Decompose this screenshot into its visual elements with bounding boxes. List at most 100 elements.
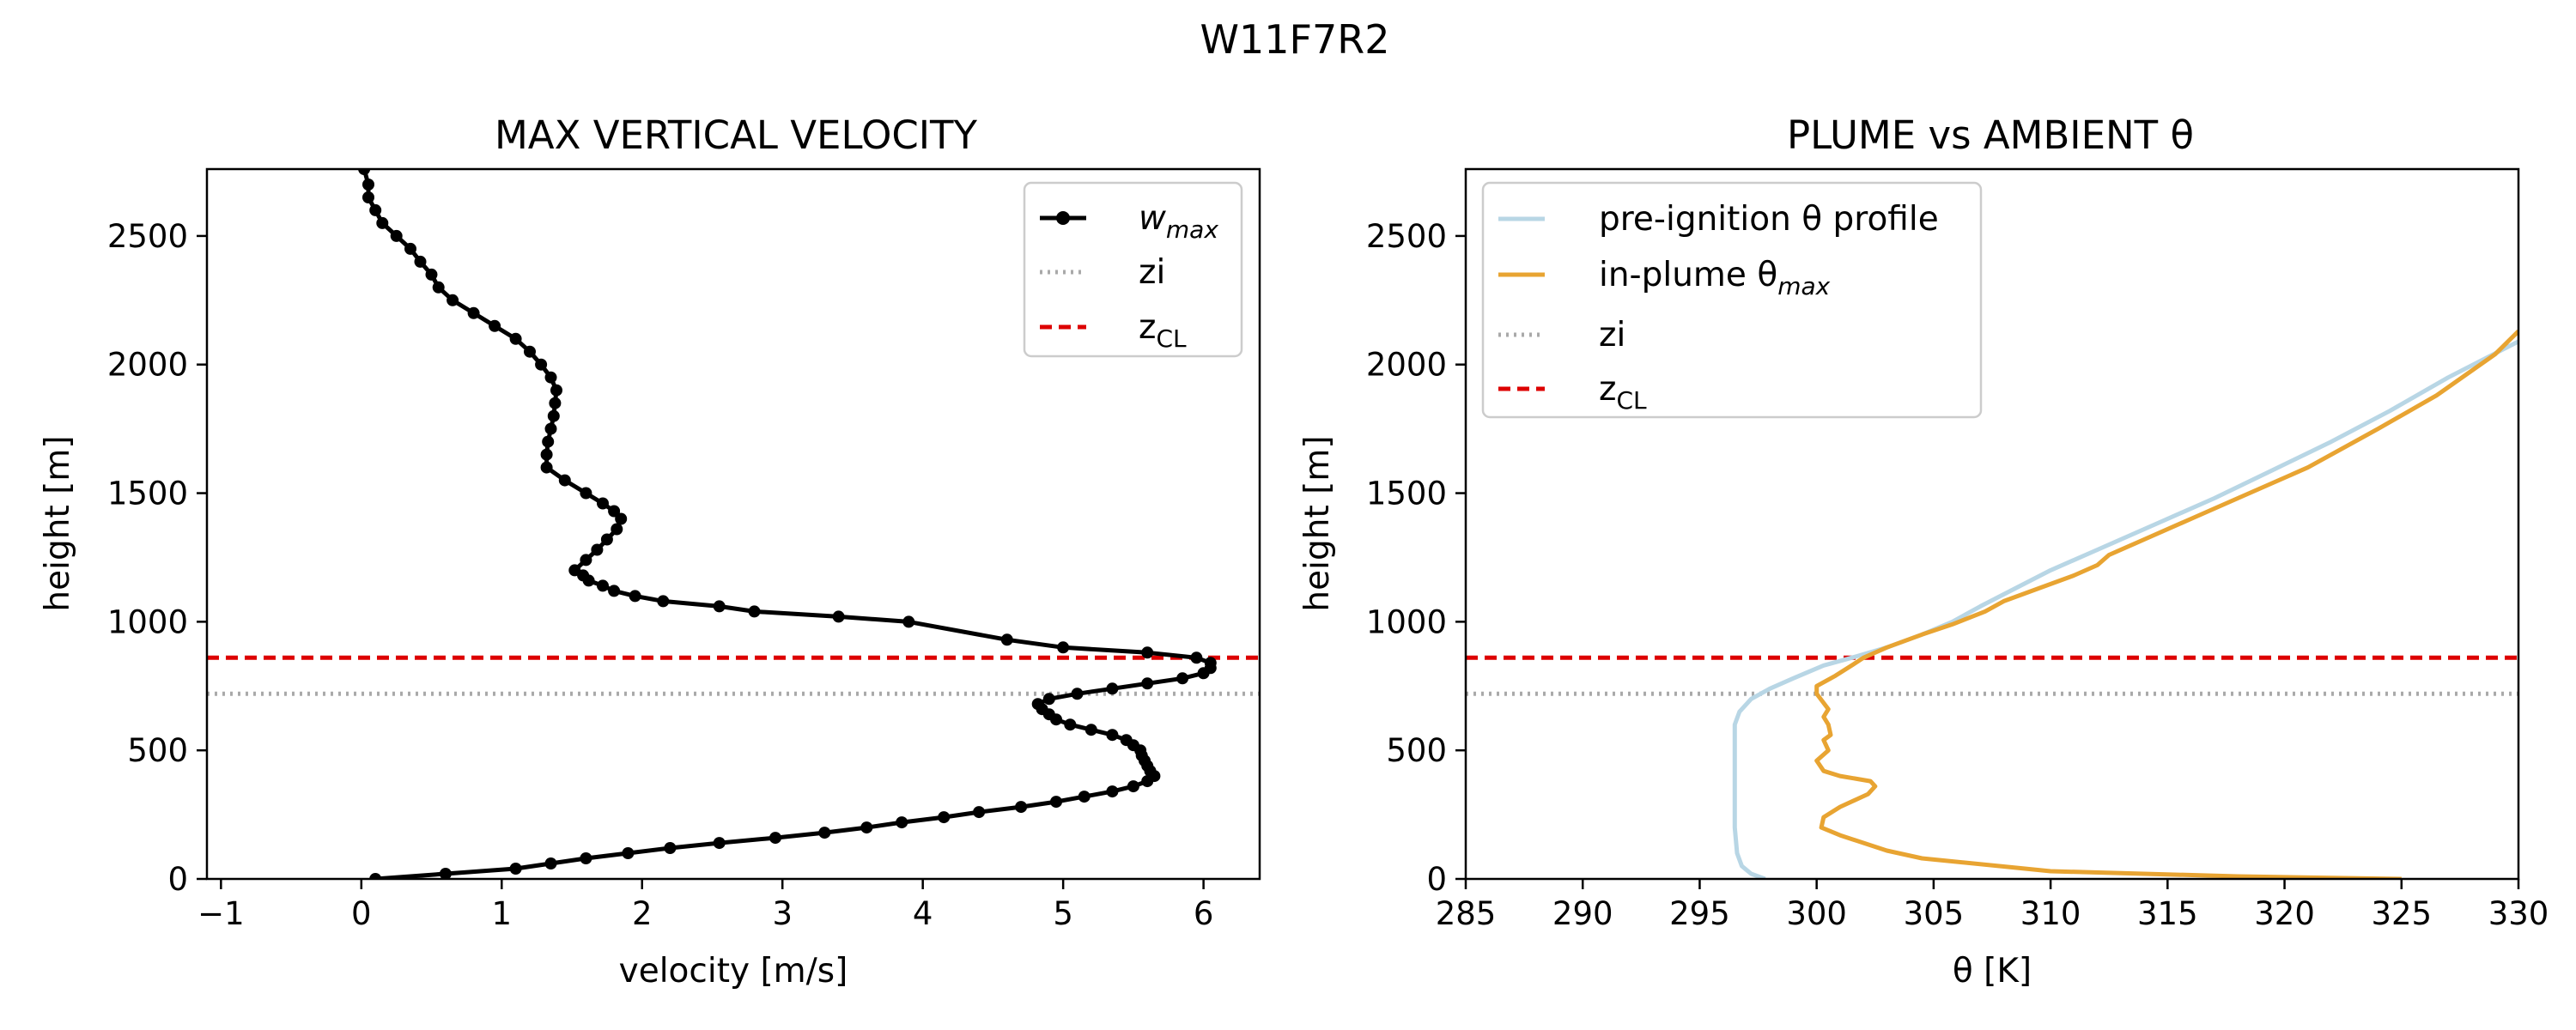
velocity-x-tick-label: 0 <box>351 895 372 932</box>
velocity-x-tick-label: 6 <box>1194 895 1214 932</box>
theta-y-tick-label: 1500 <box>1366 476 1447 512</box>
velocity-series-w-max-point <box>832 610 845 623</box>
velocity-series-w-max-point <box>362 191 374 203</box>
theta-x-tick-label: 290 <box>1552 895 1613 932</box>
theta-y-axis-label: height [m] <box>1298 435 1337 611</box>
theta-y-tick-label: 1000 <box>1366 603 1447 640</box>
velocity-legend-zi-label: zi <box>1139 253 1165 292</box>
velocity-series-w-max-point <box>549 397 562 409</box>
velocity-y-axis-label: height [m] <box>39 435 77 611</box>
velocity-series-w-max-point <box>558 474 571 487</box>
theta-x-axis-label: θ [K] <box>1953 952 2032 991</box>
velocity-plot-frame <box>205 167 1261 881</box>
velocity-series-w-max-point <box>544 857 557 869</box>
velocity-series-w-max-point <box>902 615 915 628</box>
velocity-series-w-max-point <box>611 523 623 536</box>
theta-panel-title: PLUME vs AMBIENT θ <box>1787 112 2194 158</box>
velocity-y-tick-label: 1000 <box>107 603 188 640</box>
velocity-series-w-max-point <box>713 600 726 613</box>
velocity-series-w-max-point <box>938 811 951 824</box>
theta-x-tick-label: 295 <box>1669 895 1730 932</box>
theta-panel: PLUME vs AMBIENT θ 285 290 295 300 305 310 315… <box>1298 112 2549 991</box>
velocity-series-w-max-point <box>509 332 522 345</box>
velocity-series-w-max-point <box>369 203 382 216</box>
velocity-series-w-max-point <box>597 497 609 510</box>
theta-legend-zi-label: zi <box>1599 316 1625 354</box>
velocity-series-w-max-point <box>600 533 613 546</box>
velocity-series-w-max-point <box>664 842 677 854</box>
velocity-series-w-max-point <box>547 409 560 422</box>
velocity-series-w-max-point <box>713 837 726 850</box>
velocity-series-w-max-point <box>544 371 557 384</box>
velocity-series-w-max-point <box>524 345 536 358</box>
velocity-series-w-max-point <box>1050 796 1062 809</box>
theta-legend-preignition-label: pre-ignition θ profile <box>1599 200 1939 239</box>
theta-series <box>1732 330 2518 879</box>
velocity-series-w-max-point <box>1042 693 1055 706</box>
theta-y-tick-label: 2500 <box>1366 218 1447 255</box>
velocity-x-axis-label: velocity [m/s] <box>619 952 848 991</box>
theta-x-tick-label: 315 <box>2137 895 2198 932</box>
velocity-x-tick-label: 4 <box>913 895 933 932</box>
velocity-series-w-max-point <box>1000 633 1013 646</box>
velocity-legend: wmax zi zCL <box>1023 181 1243 358</box>
velocity-y-tick-label: 0 <box>167 861 188 898</box>
velocity-series-w-max-point <box>358 169 371 175</box>
velocity-series-w-max-point <box>1204 657 1217 670</box>
theta-legend-zcl-label: zCL <box>1599 370 1647 415</box>
theta-x-tick-label: 300 <box>1786 895 1847 932</box>
velocity-series-w-max-point <box>580 487 592 500</box>
velocity-series-w-max-point <box>629 590 641 603</box>
velocity-series-w-max-point <box>376 216 389 229</box>
velocity-series-w-max-point <box>369 873 382 879</box>
velocity-series-w-max-point <box>1141 677 1154 690</box>
theta-x-tick-label: 330 <box>2488 895 2549 932</box>
velocity-series-w-max-point <box>414 255 427 268</box>
velocity-series-w-max-point <box>1031 698 1044 711</box>
theta-legend-box <box>1481 181 1983 419</box>
velocity-series-w-max-point <box>748 605 761 618</box>
velocity-legend-wmax-label: wmax <box>1139 199 1218 244</box>
velocity-panel: MAX VERTICAL VELOCITY −1 0 1 2 3 4 5 6050010001… <box>39 112 1261 991</box>
velocity-series-w-max-point <box>439 868 452 879</box>
velocity-series-w-max-point <box>390 229 403 242</box>
velocity-series-w-max-point <box>591 543 604 556</box>
theta-y-tick-label: 0 <box>1426 861 1447 898</box>
velocity-series <box>358 169 1217 879</box>
velocity-series-w-max-point <box>896 816 908 829</box>
theta-x-tick-label: 305 <box>1904 895 1965 932</box>
velocity-series-w-max-point <box>535 358 548 371</box>
velocity-x-tick-label: 5 <box>1053 895 1073 932</box>
velocity-series-w-max-point <box>540 448 553 461</box>
velocity-series-w-max-point <box>542 435 555 448</box>
velocity-series-w-max-point <box>362 179 374 191</box>
velocity-series-w-max-point <box>404 242 416 255</box>
theta-x-tick-label: 320 <box>2254 895 2315 932</box>
velocity-series-w-max-point <box>580 554 592 566</box>
velocity-series-w-max-point <box>425 268 438 281</box>
velocity-legend-zcl-label: zCL <box>1139 308 1187 353</box>
velocity-series-w-max-point <box>1176 672 1189 685</box>
velocity-series-w-max-point <box>1071 688 1084 700</box>
velocity-series-w-max-point <box>818 827 831 839</box>
velocity-series-w-max-point <box>1015 801 1028 814</box>
velocity-series-w-max-point <box>860 821 873 834</box>
velocity-y-tick-label: 2500 <box>107 218 188 255</box>
velocity-reference-lines <box>207 655 1260 696</box>
theta-reference-lines <box>1466 655 2518 696</box>
velocity-x-tick-label: −1 <box>197 895 245 932</box>
velocity-series-w-max-point <box>657 595 670 608</box>
velocity-x-tick-label: 3 <box>772 895 793 932</box>
theta-axis-ticks: 285 290 295 300 305 310 315 320 325 330 0 500 1000 15… <box>1366 218 2549 932</box>
velocity-series-w-max-point <box>608 585 621 597</box>
theta-x-tick-label: 285 <box>1436 895 1497 932</box>
velocity-series-w-max-point <box>568 564 581 577</box>
velocity-y-tick-label: 500 <box>127 732 188 769</box>
velocity-series-w-max-point <box>1106 682 1119 695</box>
velocity-series-w-max-point <box>615 512 628 525</box>
theta-plot-frame <box>1464 167 2520 881</box>
velocity-series-w-max-point <box>432 281 445 294</box>
velocity-series-w-max-point <box>1120 734 1133 747</box>
velocity-series-w-max-point <box>540 461 553 474</box>
theta-legend: pre-ignition θ profile in-plume θmax zi … <box>1481 181 1983 419</box>
